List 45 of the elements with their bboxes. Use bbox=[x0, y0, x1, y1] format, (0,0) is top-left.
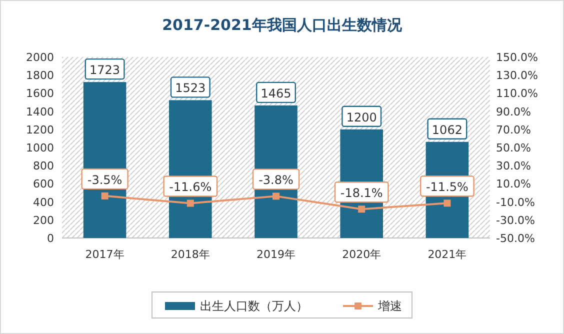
point bbox=[186, 200, 194, 207]
x-tick-label: 2017年 bbox=[85, 248, 124, 261]
y-tick-label: 600 bbox=[33, 178, 54, 191]
y-tick-label: 2000 bbox=[26, 51, 54, 64]
y2-tick-label: 90.0% bbox=[496, 105, 531, 118]
y-tick-label: 0 bbox=[47, 232, 54, 245]
chart-title: 2017-2021年我国人口出生数情况 bbox=[162, 16, 403, 34]
data-label: -11.5% bbox=[426, 180, 468, 194]
x-tick-label: 2019年 bbox=[256, 248, 296, 261]
point bbox=[272, 192, 280, 200]
y2-tick-label: -30.0% bbox=[496, 214, 535, 227]
point bbox=[444, 200, 451, 207]
legend-label: 出生人口数（万人） bbox=[200, 299, 308, 313]
y-tick-label: 800 bbox=[33, 160, 54, 173]
x-tick-label: 2021年 bbox=[428, 248, 467, 261]
y2-tick-label: 30.0% bbox=[496, 160, 531, 173]
x-tick-label: 2020年 bbox=[342, 248, 382, 261]
y-tick-label: 1200 bbox=[26, 123, 54, 136]
y2-tick-label: 70.0% bbox=[496, 123, 531, 136]
point bbox=[358, 206, 366, 213]
data-label: -3.8% bbox=[258, 173, 294, 188]
y2-tick-label: -50.0% bbox=[496, 232, 535, 245]
data-label: -3.5% bbox=[87, 172, 122, 187]
y2-tick-label: 110.0% bbox=[496, 87, 538, 100]
x-tick-label: 2018年 bbox=[170, 248, 210, 261]
data-label: 1723 bbox=[90, 63, 120, 78]
y-tick-label: 400 bbox=[33, 196, 54, 209]
y2-tick-label: 10.0% bbox=[496, 178, 531, 191]
point bbox=[101, 192, 108, 200]
y2-tick-label: 130.0% bbox=[496, 69, 538, 82]
y2-tick-label: -10.0% bbox=[496, 196, 535, 209]
y-tick-label: 200 bbox=[33, 214, 54, 227]
legend-label: 增速 bbox=[377, 299, 402, 313]
y2-tick-label: 50.0% bbox=[496, 142, 531, 154]
data-label: -11.6% bbox=[169, 180, 212, 194]
data-label: 1062 bbox=[432, 122, 462, 137]
data-label: 1200 bbox=[346, 110, 377, 124]
data-label: 1465 bbox=[260, 86, 292, 100]
y2-tick-label: 150.0% bbox=[496, 51, 538, 64]
y-tick-label: 1400 bbox=[26, 105, 54, 118]
y-tick-label: 1000 bbox=[26, 142, 54, 154]
y-tick-label: 1800 bbox=[26, 69, 54, 82]
data-label: 1523 bbox=[175, 81, 206, 96]
data-label: -18.1% bbox=[340, 186, 383, 200]
y-tick-label: 1600 bbox=[26, 87, 54, 100]
